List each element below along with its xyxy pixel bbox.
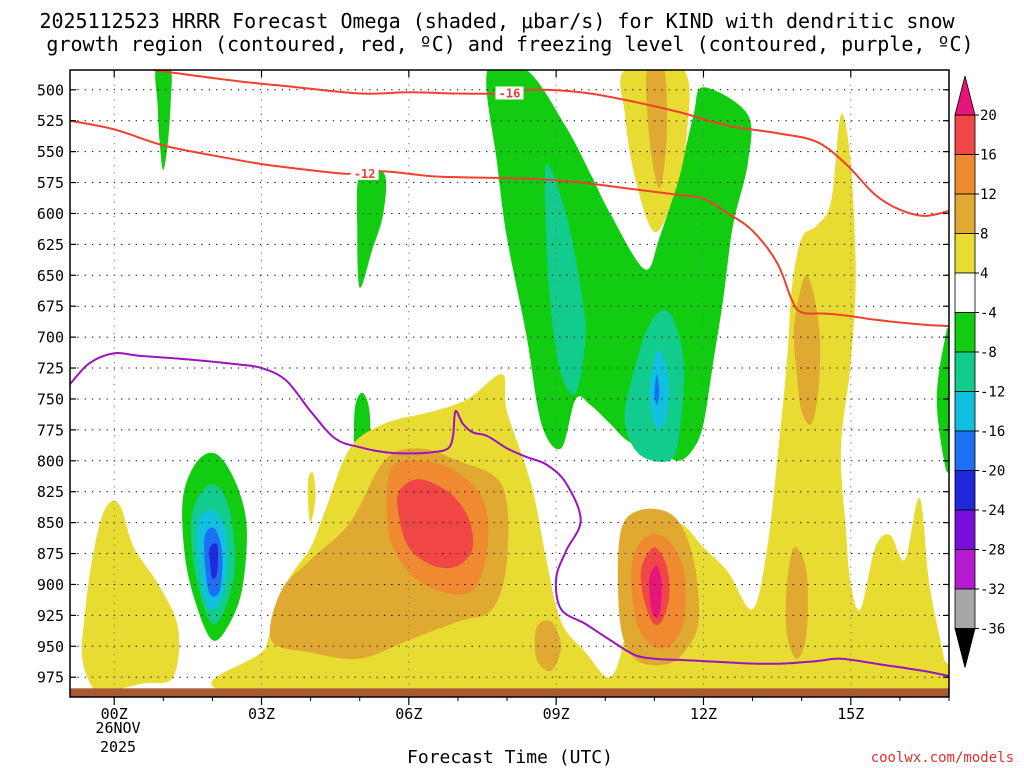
omega-region-lift-sliver-0400z xyxy=(307,472,316,523)
omega-region-lift-max-0630z xyxy=(397,479,474,569)
y-tick-label-875: 875 xyxy=(37,545,64,563)
contour-label-bg xyxy=(350,166,379,180)
omega-region-sink-band-17z-edge xyxy=(936,327,949,473)
y-tick-label-950: 950 xyxy=(37,638,64,656)
contour-label-dgz-minus-12: -12 xyxy=(354,167,376,181)
colorbar: 20 16 12 8 4 -4 -8 -12 -16 -20 -24 -28 -32 -36 xyxy=(954,75,1005,668)
omega-region-sink-band-0510z xyxy=(356,167,387,288)
colorbar-label--32: -32 xyxy=(980,582,1005,598)
colorbar-label--20: -20 xyxy=(980,464,1005,480)
plot-area: -16 -12 xyxy=(70,70,949,697)
omega-region-sink-band-09z-main xyxy=(486,70,752,461)
colorbar-bin--32-to--28 xyxy=(954,549,976,590)
colorbar-label--36: -36 xyxy=(980,622,1005,638)
y-tick-label-850: 850 xyxy=(37,514,64,532)
omega-region-lift-peak-11z xyxy=(649,565,662,618)
colorbar-label--28: -28 xyxy=(980,543,1005,559)
omega-region-lift-cell-00z xyxy=(81,500,180,693)
surface-strip xyxy=(70,688,949,697)
x-tick-label-12Z: 12Z xyxy=(690,705,717,723)
x-axis-label: Forecast Time (UTC) xyxy=(407,747,613,768)
colorbar-bin--16-to--12 xyxy=(954,391,976,432)
omega-region-sink-cell-02z-r5 xyxy=(209,543,219,579)
colorbar-bin--8-to--4 xyxy=(954,312,976,353)
y-tick-label-700: 700 xyxy=(37,329,64,347)
omega-shading xyxy=(81,70,949,697)
x-tick-label-00Z: 00Z xyxy=(101,705,128,723)
gridlines xyxy=(70,70,949,697)
y-axis-ticks: 500 525 550 575 600 625 650 675 700 725 750 775 800 8… xyxy=(37,81,949,687)
colorbar-bin--4-to-4 xyxy=(954,272,976,313)
chart-title-line-1: 2025112523 HRRR Forecast Omega (shaded, … xyxy=(39,9,955,33)
omega-region-sink-core-1100z-deep xyxy=(654,374,660,406)
contour-dgz-minus-12 xyxy=(70,119,949,327)
colorbar-label-20: 20 xyxy=(980,108,997,124)
colorbar-bin--28-to--24 xyxy=(954,509,976,550)
colorbar-bin--20-to--16 xyxy=(954,430,976,471)
colorbar-label-4: 4 xyxy=(980,266,988,282)
colorbar-label--8: -8 xyxy=(980,345,997,361)
colorbar-label--24: -24 xyxy=(980,503,1005,519)
omega-region-lift-mid-0830z-low xyxy=(534,620,562,672)
plot-frame xyxy=(69,69,950,698)
colorbar-bin-8-to-12 xyxy=(954,193,976,234)
y-tick-label-775: 775 xyxy=(37,421,64,439)
colorbar-label-12: 12 xyxy=(980,187,997,203)
y-tick-label-675: 675 xyxy=(37,298,64,316)
contour-dgz-minus-16 xyxy=(153,70,949,217)
credit-text: coolwx.com/models xyxy=(871,750,1014,766)
colorbar-bin-16-to-20 xyxy=(954,114,976,155)
omega-region-lift-mid-1400z-low xyxy=(785,547,808,659)
colorbar-bin-4-to-8 xyxy=(954,233,976,274)
contour-lines: -16 -12 xyxy=(70,70,949,677)
x-tick-label-15Z: 15Z xyxy=(837,705,864,723)
contour-label-dgz-minus-16: -16 xyxy=(499,86,521,100)
y-tick-label-975: 975 xyxy=(37,669,64,687)
contour-label-bg xyxy=(495,86,524,100)
chart-title-line-2: growth region (contoured, red, ºC) and f… xyxy=(46,32,973,56)
x-axis-ticks: 00Z 03Z 06Z 09Z 12Z 15Z xyxy=(101,70,950,723)
omega-region-sink-band-0130z xyxy=(155,70,172,171)
y-tick-label-625: 625 xyxy=(37,236,64,254)
colorbar-bin--36-to--32 xyxy=(954,588,976,629)
date-label-day: 26NOV xyxy=(95,719,140,737)
omega-region-lift-mid-1100z-top xyxy=(646,70,668,189)
colorbar-bottom-arrow xyxy=(954,628,976,668)
y-tick-label-550: 550 xyxy=(37,143,64,161)
colorbar-bin--12-to--8 xyxy=(954,351,976,392)
y-tick-label-825: 825 xyxy=(37,483,64,501)
date-label-year: 2025 xyxy=(100,738,136,756)
y-tick-label-650: 650 xyxy=(37,267,64,285)
colorbar-label-8: 8 xyxy=(980,227,988,243)
colorbar-label--16: -16 xyxy=(980,424,1005,440)
y-tick-label-500: 500 xyxy=(37,81,64,99)
y-tick-label-575: 575 xyxy=(37,174,64,192)
y-tick-label-525: 525 xyxy=(37,112,64,130)
omega-region-sink-core-1100z-inner xyxy=(649,349,670,429)
colorbar-bin--24-to--20 xyxy=(954,470,976,511)
y-tick-label-900: 900 xyxy=(37,576,64,594)
y-tick-label-800: 800 xyxy=(37,452,64,470)
colorbar-label--12: -12 xyxy=(980,385,1005,401)
x-tick-label-03Z: 03Z xyxy=(248,705,275,723)
colorbar-label-16: 16 xyxy=(980,148,997,164)
y-tick-label-725: 725 xyxy=(37,360,64,378)
y-tick-label-925: 925 xyxy=(37,607,64,625)
colorbar-top-arrow xyxy=(954,75,976,116)
x-tick-label-09Z: 09Z xyxy=(543,705,570,723)
colorbar-bin-12-to-16 xyxy=(954,154,976,195)
omega-region-sink-core-0830z xyxy=(544,163,586,395)
colorbar-label--4: -4 xyxy=(980,306,997,322)
x-tick-label-06Z: 06Z xyxy=(395,705,422,723)
contour-freezing-level xyxy=(70,351,949,677)
y-tick-label-750: 750 xyxy=(37,390,64,408)
y-tick-label-600: 600 xyxy=(37,205,64,223)
